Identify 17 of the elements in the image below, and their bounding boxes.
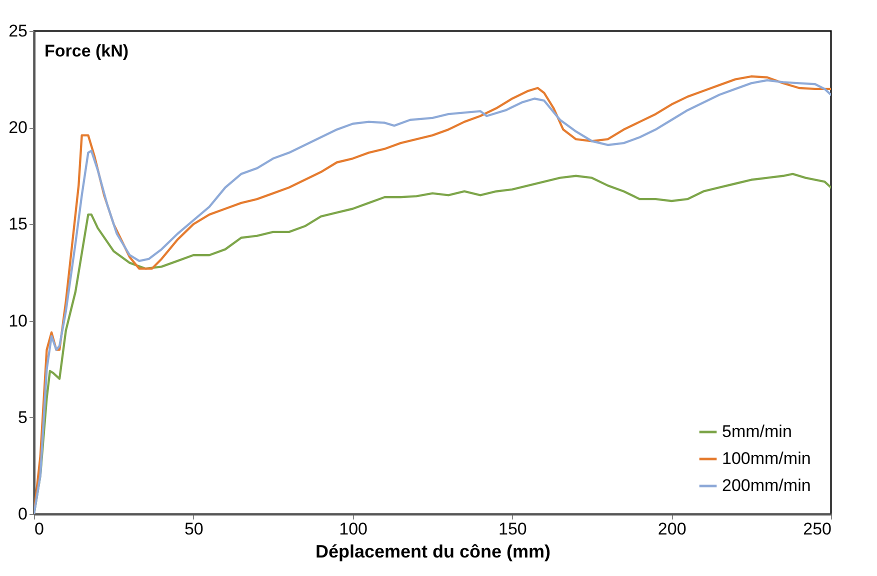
y-tick-label: 10 (8, 311, 28, 330)
y-tick-label: 20 (8, 118, 28, 138)
y-tick-label: 15 (8, 214, 28, 234)
legend-label: 5mm/min (722, 422, 792, 441)
x-tick-label: 0 (34, 520, 44, 538)
y-axis-title: Force (kN) (44, 42, 129, 60)
y-tick-label: 5 (18, 408, 28, 427)
y-tick-label: 0 (18, 504, 28, 524)
x-tick-label: 150 (498, 520, 527, 538)
legend-label: 200mm/min (722, 476, 811, 495)
legend-label: 100mm/min (722, 449, 811, 468)
x-tick-label: 100 (339, 520, 368, 538)
x-tick-label: 200 (658, 520, 686, 538)
x-tick-label: 50 (184, 520, 204, 538)
x-axis-title: Déplacement du cône (mm) (315, 542, 551, 562)
x-tick-label: 250 (803, 520, 832, 538)
y-tick-label: 25 (8, 22, 28, 40)
